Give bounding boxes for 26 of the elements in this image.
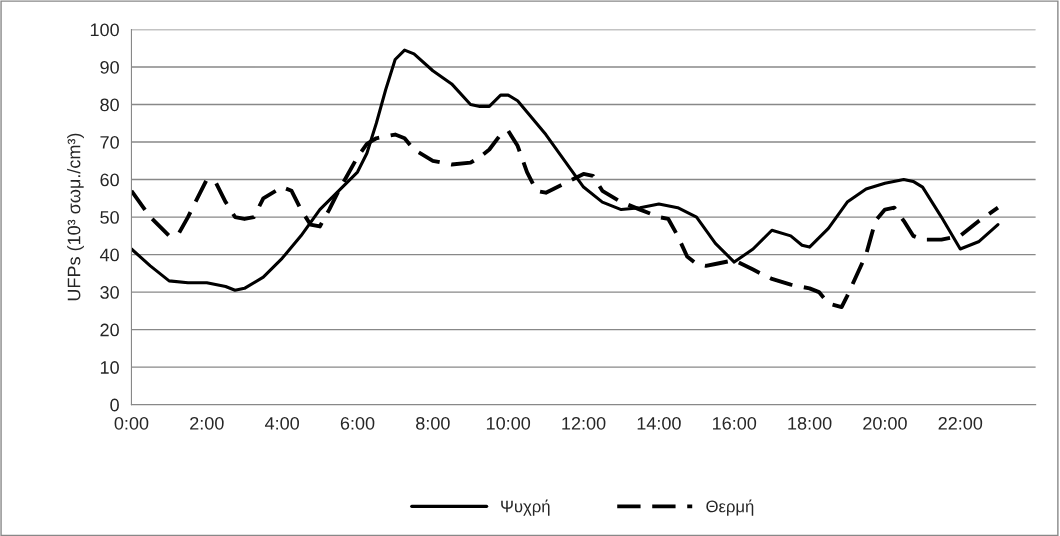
x-tick-label: 0:00 [114,416,149,430]
x-tick-label: 14:00 [637,416,681,430]
x-tick-label: 20:00 [863,416,907,430]
y-tick-label: 100 [90,23,119,37]
x-tick-label: 8:00 [416,416,450,430]
y-tick-label: 50 [100,211,119,224]
x-tick-label: 16:00 [713,416,757,430]
x-tick-label: 2:00 [190,416,224,430]
x-tick-label: 18:00 [788,416,832,430]
y-tick-label: 40 [99,248,119,262]
y-tick-label: 10 [100,361,119,374]
x-tick-label: 22:00 [938,416,983,430]
x-tick-label: 10:00 [486,416,531,430]
x-tick-label: 6:00 [340,416,375,430]
y-tick-label: 90 [100,60,119,74]
y-tick-label: 70 [100,135,119,149]
y-tick-label: 0 [110,398,119,412]
legend-label: Θερμή [706,499,754,516]
y-axis-title: UFPs (10³ σωμ./cm³) [67,133,84,301]
y-tick-label: 60 [100,173,119,187]
y-tick-label: 80 [100,98,119,112]
y-tick-label: 20 [100,323,119,337]
x-tick-label: 4:00 [264,416,299,430]
y-tick-label: 30 [100,286,119,299]
legend-label: Ψυχρή [501,499,550,516]
x-tick-label: 12:00 [562,416,606,430]
